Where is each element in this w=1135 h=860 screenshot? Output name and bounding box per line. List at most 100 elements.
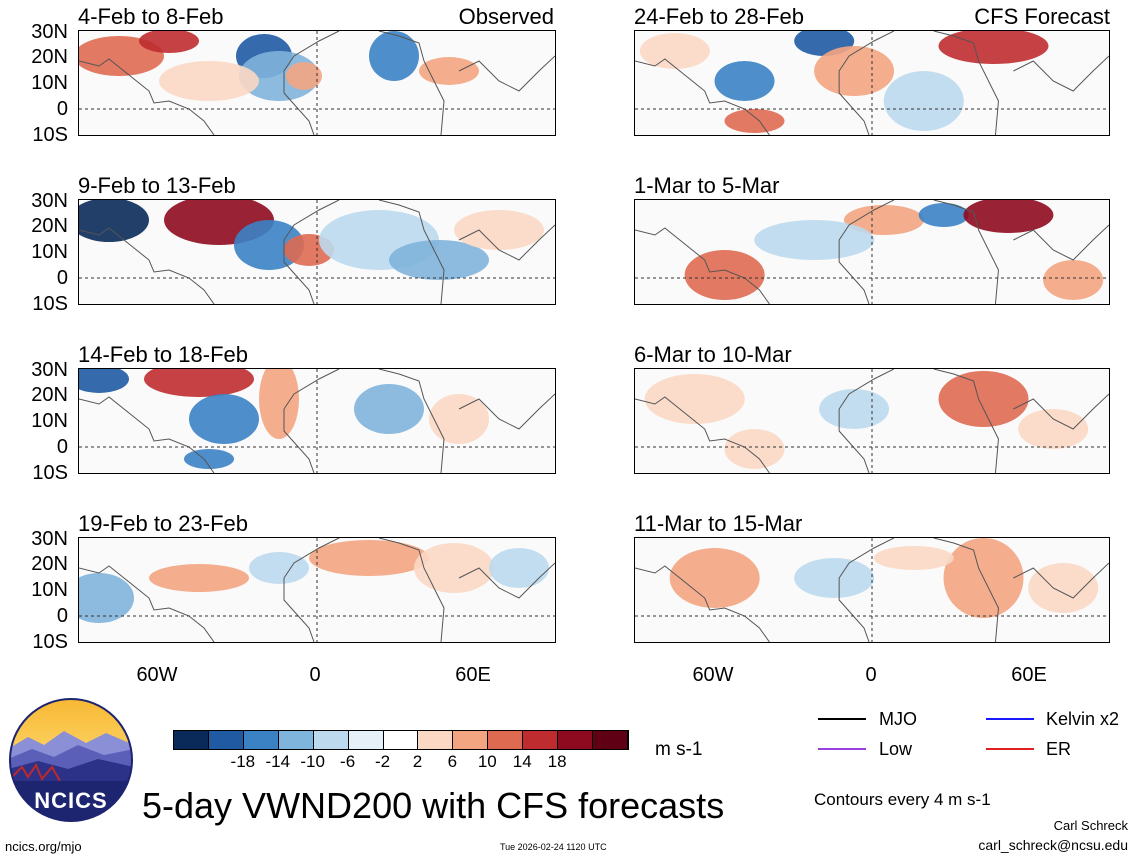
lat-label: 10S: [32, 124, 68, 146]
author-email: carl_schreck@ncsu.edu: [978, 837, 1128, 853]
colorbar-tick-label: 6: [447, 752, 458, 771]
anomaly-region: [754, 220, 875, 260]
anomaly-region: [1043, 260, 1104, 300]
anomaly-region: [724, 109, 785, 133]
panel-tag-observed: Observed: [458, 4, 554, 29]
lat-label: 30N: [31, 528, 68, 550]
map-panel-2: [78, 199, 556, 305]
anomaly-region: [714, 61, 775, 101]
anomaly-region: [414, 543, 494, 593]
site-url: ncics.org/mjo: [5, 839, 82, 854]
map-svg: [635, 31, 1109, 135]
map-panel-8: [634, 537, 1110, 643]
coastline: [79, 31, 555, 135]
anomaly-region: [938, 31, 1049, 64]
colorbar-swatch: [488, 731, 524, 749]
anomaly-region: [644, 374, 745, 424]
panel-title-8: 11-Mar to 15-Mar: [634, 511, 803, 536]
colorbar-swatch: [243, 731, 279, 749]
lat-label: 30N: [31, 359, 68, 381]
lat-label: 0: [56, 267, 68, 289]
lat-label: 20N: [31, 384, 68, 406]
colorbar-swatch: [313, 731, 349, 749]
coastline: [635, 200, 1109, 304]
colorbar-swatch: [348, 731, 384, 749]
map-panel-4: [78, 537, 556, 643]
anomaly-region: [454, 210, 544, 250]
colorbar-swatch: [593, 731, 628, 749]
lat-label: 30N: [31, 21, 68, 43]
panel-title-3: 14-Feb to 18-Feb: [78, 342, 248, 367]
lat-label: 20N: [31, 553, 68, 575]
colorbar-swatch: [174, 731, 209, 749]
anomaly-region: [139, 31, 199, 53]
panel-title-5: 24-Feb to 28-Feb: [634, 4, 804, 29]
anomaly-region: [286, 62, 322, 90]
legend-line-kelvin: [986, 718, 1034, 720]
timestamp: Tue 2026-02-24 1120 UTC: [500, 842, 607, 852]
legend-line-mjo: [818, 718, 866, 720]
anomaly-region: [1018, 409, 1089, 449]
map-panel-5: [634, 30, 1110, 136]
anomaly-region: [79, 200, 149, 242]
lat-label: 10S: [32, 631, 68, 653]
map-svg: [79, 369, 555, 473]
coastline: [635, 538, 1109, 642]
anomaly-region: [1028, 563, 1099, 613]
lat-label: 10N: [31, 72, 68, 94]
lat-label: 20N: [31, 215, 68, 237]
anomaly-region: [159, 61, 259, 101]
anomaly-region: [309, 540, 429, 576]
lat-label: 10N: [31, 579, 68, 601]
lat-label: 0: [56, 436, 68, 458]
lon-label-60w-left: 60W: [136, 664, 178, 686]
map-svg: [79, 31, 555, 135]
colorbar-tick-label: 10: [477, 752, 497, 771]
map-svg: [79, 538, 555, 642]
coastline: [635, 31, 1109, 135]
ncics-logo: NCICS: [9, 698, 133, 822]
legend-line-er: [986, 748, 1034, 750]
lat-label: 20N: [31, 46, 68, 68]
panel-title-7: 6-Mar to 10-Mar: [634, 342, 792, 367]
panel-title-4: 19-Feb to 23-Feb: [78, 511, 248, 536]
lat-label: 10S: [32, 462, 68, 484]
anomaly-region: [873, 546, 954, 570]
lon-label-0-right: 0: [865, 664, 877, 686]
coastline: [635, 369, 1109, 473]
anomaly-region: [79, 573, 134, 623]
anomaly-region: [794, 558, 875, 598]
colorbar-tick-label: -18: [230, 752, 256, 771]
panel-title-2: 9-Feb to 13-Feb: [78, 173, 236, 198]
colorbar-swatch: [453, 731, 489, 749]
anomaly-region: [149, 564, 249, 592]
lon-label-60e-right: 60E: [1011, 664, 1047, 686]
map-svg: [635, 200, 1109, 304]
colorbar-tick-label: 18: [547, 752, 567, 771]
colorbar-swatch: [558, 731, 594, 749]
colorbar-tick-label: 2: [412, 752, 423, 771]
anomaly-region: [249, 552, 309, 584]
anomaly-region: [814, 46, 895, 96]
panel-title-6: 1-Mar to 5-Mar: [634, 173, 780, 198]
coastline: [79, 538, 555, 642]
anomaly-region: [79, 369, 129, 393]
colorbar: [173, 730, 629, 750]
map-panel-7: [634, 368, 1110, 474]
lon-label-60w-right: 60W: [692, 664, 734, 686]
lat-label: 10S: [32, 293, 68, 315]
legend-line-low: [818, 748, 866, 750]
map-panel-3: [78, 368, 556, 474]
lon-label-60e-left: 60E: [455, 664, 491, 686]
legend-label-low: Low: [879, 739, 913, 759]
anomaly-region: [189, 394, 259, 444]
lon-label-0-left: 0: [309, 664, 321, 686]
anomaly-region: [419, 57, 479, 85]
lat-label: 0: [56, 605, 68, 627]
anomaly-region: [883, 71, 964, 131]
colorbar-tick-label: -6: [340, 752, 356, 771]
coastline: [79, 200, 555, 304]
colorbar-units: m s-1: [655, 739, 703, 760]
main-title: 5-day VWND200 with CFS forecasts: [142, 785, 725, 826]
map-panel-1: [78, 30, 556, 136]
